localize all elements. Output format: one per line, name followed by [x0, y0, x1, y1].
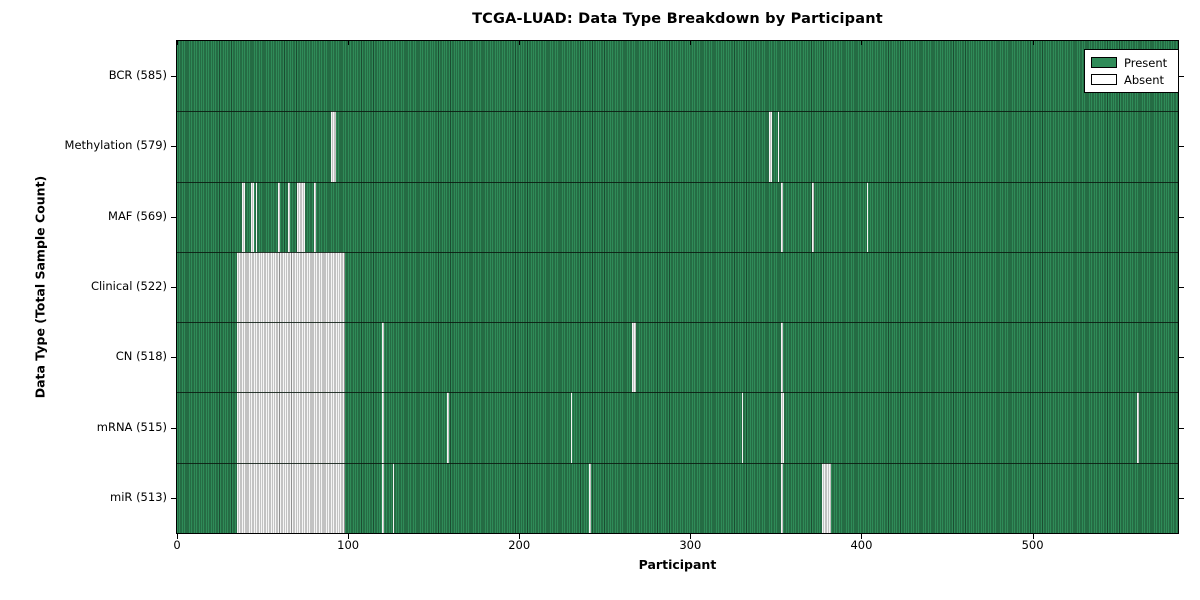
- absent-segment: [313, 181, 316, 252]
- y-tick-mark: [171, 287, 176, 288]
- x-top-tick-mark: [177, 41, 178, 45]
- x-top-tick-mark: [519, 41, 521, 45]
- heatmap-row-maf: [177, 181, 1178, 254]
- y-right-tick-mark: [1179, 357, 1184, 359]
- x-top-tick-mark: [690, 41, 692, 45]
- legend-item: Present: [1091, 54, 1172, 71]
- y-tick-label: CN (518): [115, 349, 167, 364]
- y-right-tick-mark: [1179, 216, 1184, 218]
- y-tick-label: miR (513): [110, 489, 167, 504]
- x-axis-label: Participant: [638, 557, 717, 572]
- x-tick-mark: [861, 534, 863, 539]
- x-tick-mark: [1032, 534, 1034, 539]
- legend: Present Absent: [1084, 49, 1179, 93]
- absent-segment: [382, 462, 385, 533]
- x-tick-label: 500: [1021, 538, 1044, 552]
- chart-title: TCGA-LUAD: Data Type Breakdown by Partic…: [472, 11, 883, 27]
- y-tick-label: Methylation (579): [64, 138, 167, 153]
- x-tick-label: 100: [337, 538, 360, 552]
- absent-segment: [741, 392, 744, 463]
- heatmap-row-clinical: [177, 251, 1178, 324]
- x-tick-label: 400: [850, 538, 873, 552]
- legend-swatch-absent: [1091, 74, 1117, 85]
- y-tick-mark: [171, 427, 176, 429]
- absent-segment: [811, 181, 814, 252]
- absent-segment: [570, 392, 573, 463]
- legend-label: Absent: [1124, 72, 1165, 87]
- absent-segment: [331, 111, 337, 182]
- legend-swatch-present: [1091, 57, 1117, 68]
- absent-segment: [382, 392, 385, 463]
- y-right-tick-mark: [1179, 146, 1184, 148]
- absent-segment: [255, 181, 258, 252]
- absent-segment: [277, 181, 280, 252]
- absent-segment: [777, 111, 780, 182]
- x-tick-mark: [690, 534, 692, 539]
- y-right-tick-mark: [1179, 427, 1184, 429]
- absent-segment: [250, 181, 254, 252]
- x-tick-label: 200: [508, 538, 531, 552]
- y-tick-mark: [171, 357, 176, 359]
- absent-segment: [769, 111, 773, 182]
- y-tick-mark: [171, 216, 176, 218]
- x-top-tick-mark: [1032, 41, 1034, 45]
- x-top-tick-mark: [348, 41, 350, 45]
- absent-segment: [822, 462, 831, 533]
- absent-segment: [236, 322, 345, 393]
- y-right-tick-mark: [1179, 497, 1184, 499]
- absent-segment: [242, 181, 246, 252]
- legend-item: Absent: [1091, 71, 1172, 88]
- heatmap-row-mrna: [177, 392, 1178, 464]
- y-tick-mark: [171, 497, 176, 499]
- absent-segment: [781, 462, 783, 533]
- absent-segment: [866, 181, 869, 252]
- y-tick-mark: [171, 146, 176, 148]
- y-tick-label: BCR (585): [108, 68, 167, 83]
- absent-segment: [447, 392, 450, 463]
- x-tick-mark: [177, 534, 178, 539]
- y-tick-label: MAF (569): [108, 208, 167, 223]
- heatmap-row-cn: [177, 322, 1178, 394]
- plot-area: [176, 40, 1179, 534]
- absent-segment: [288, 181, 290, 252]
- absent-segment: [296, 181, 306, 252]
- y-tick-label: mRNA (515): [96, 419, 167, 434]
- x-top-tick-mark: [861, 41, 863, 45]
- y-tick-mark: [171, 76, 176, 78]
- y-tick-label: Clinical (522): [90, 279, 167, 293]
- absent-segment: [236, 251, 345, 323]
- absent-segment: [781, 181, 783, 252]
- absent-segment: [589, 462, 592, 533]
- absent-segment: [236, 462, 345, 533]
- y-axis-label-text: Data Type (Total Sample Count): [32, 175, 48, 399]
- heatmap-row-mir: [177, 462, 1178, 533]
- absent-segment: [632, 322, 636, 393]
- x-tick-label: 300: [679, 538, 702, 552]
- absent-segment: [1136, 392, 1139, 463]
- absent-segment: [236, 392, 345, 463]
- absent-segment: [392, 462, 395, 533]
- heatmap-row-bcr: [177, 41, 1178, 113]
- y-right-tick-mark: [1179, 76, 1184, 78]
- absent-segment: [382, 322, 385, 393]
- x-tick-mark: [519, 534, 521, 539]
- absent-segment: [781, 322, 783, 393]
- x-tick-label: 0: [173, 538, 181, 552]
- x-tick-mark: [348, 534, 350, 539]
- legend-label: Present: [1124, 55, 1168, 70]
- heatmap-row-methylation: [177, 111, 1178, 183]
- absent-segment: [781, 392, 785, 463]
- y-right-tick-mark: [1179, 287, 1184, 288]
